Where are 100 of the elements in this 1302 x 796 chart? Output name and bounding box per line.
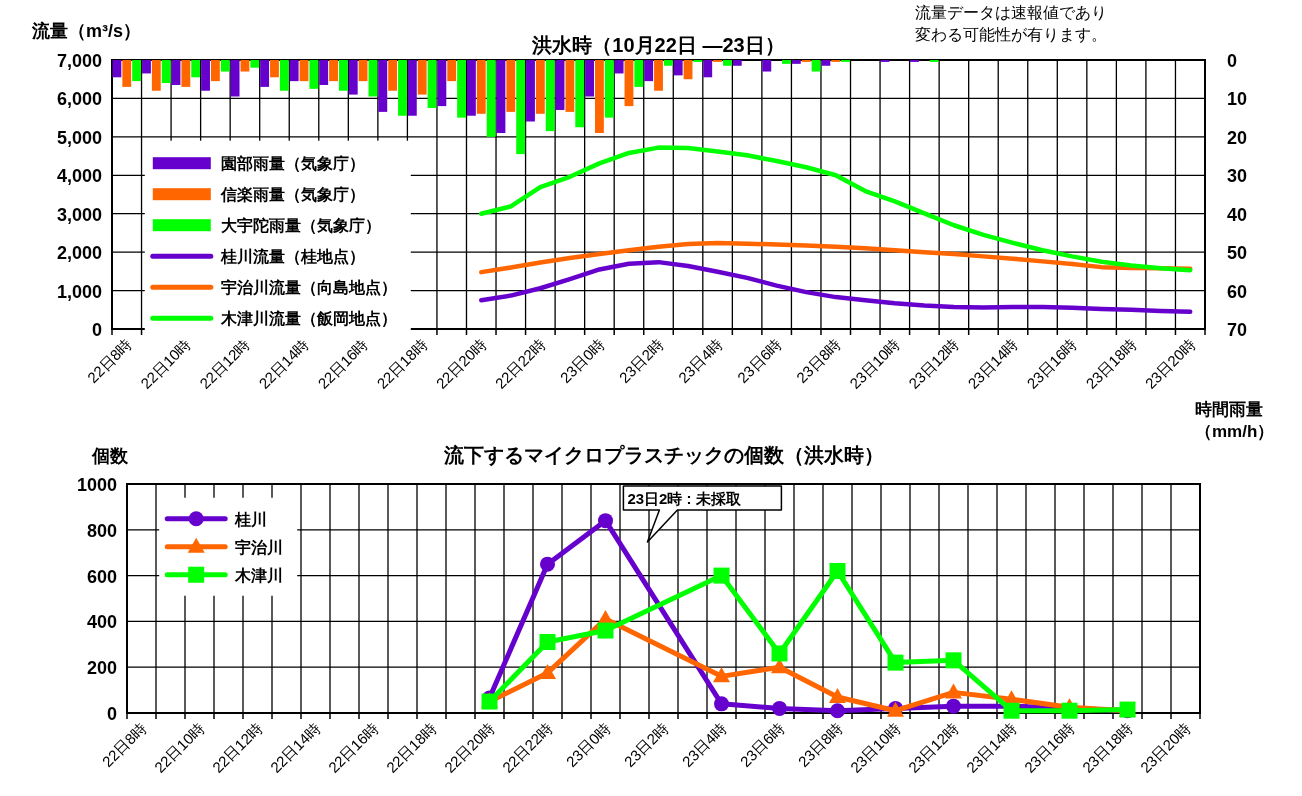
- bar: [821, 60, 831, 66]
- point: [539, 634, 556, 651]
- bar: [250, 60, 260, 68]
- bar: [486, 60, 496, 137]
- bar: [595, 60, 604, 134]
- y2-tick-label: 20: [1227, 127, 1248, 148]
- bar: [634, 60, 644, 87]
- bar: [378, 60, 388, 112]
- y2-tick-label: 70: [1227, 320, 1248, 340]
- legend-label: 宇治川流量（向島地点）: [220, 278, 397, 298]
- point: [1003, 702, 1020, 719]
- point: [830, 703, 845, 719]
- bar: [703, 60, 713, 78]
- bar: [762, 60, 772, 72]
- point: [771, 645, 788, 662]
- bar: [535, 60, 545, 114]
- bar: [122, 60, 132, 87]
- bar: [329, 60, 338, 82]
- bar: [417, 60, 427, 95]
- bar: [289, 60, 299, 82]
- x-tick-label: 22日16時: [314, 335, 372, 392]
- y-tick-label: 1,000: [56, 281, 102, 302]
- legend-label: 木津川流量（飯岡地点）: [219, 309, 397, 329]
- point: [829, 687, 846, 703]
- annotation: 23日2時 : 未採取: [627, 490, 742, 507]
- bar: [614, 60, 624, 74]
- y-tick-label: 600: [86, 566, 117, 587]
- line-series: [479, 240, 1193, 275]
- point: [713, 567, 730, 584]
- bar: [575, 60, 585, 128]
- x-tick-label: 23日8時: [794, 719, 846, 771]
- x-tick-label: 23日4時: [678, 719, 730, 771]
- point: [945, 683, 962, 699]
- x-tick-label: 23日16時: [1020, 719, 1078, 776]
- bar: [348, 60, 358, 95]
- x-tick-label: 22日16時: [324, 719, 382, 776]
- y2-tick-label: 40: [1227, 204, 1248, 225]
- x-tick-label: 22日10時: [137, 335, 194, 392]
- y-tick-label: 3,000: [56, 204, 102, 225]
- bar: [368, 60, 378, 97]
- bar: [398, 60, 407, 116]
- bar: [270, 60, 279, 78]
- bar: [171, 60, 181, 85]
- x-tick-label: 22日22時: [498, 719, 556, 776]
- y-axis-title: 個数: [91, 446, 129, 466]
- point: [829, 563, 846, 580]
- x-tick-label: 23日2時: [620, 719, 672, 771]
- point: [945, 652, 962, 669]
- bar: [161, 60, 171, 84]
- bar: [142, 60, 151, 74]
- bar: [545, 60, 555, 132]
- y-tick-label: 1000: [76, 475, 117, 495]
- x-tick-label: 23日8時: [792, 335, 844, 387]
- bar: [309, 60, 319, 89]
- y2-tick-label: 30: [1227, 166, 1248, 187]
- bar: [496, 60, 506, 134]
- bar: [132, 60, 142, 82]
- bar: [447, 60, 457, 82]
- x-tick-label: 23日4時: [674, 335, 726, 387]
- point: [598, 513, 613, 529]
- bar: [476, 60, 486, 114]
- legend-label: 桂川流量（桂地点）: [219, 247, 365, 267]
- bar: [151, 60, 161, 91]
- bar: [555, 60, 565, 110]
- bar: [624, 60, 634, 107]
- bar: [201, 60, 210, 91]
- bar: [457, 60, 466, 118]
- bar: [673, 60, 683, 76]
- bar: [585, 60, 594, 97]
- x-tick-label: 23日10時: [846, 719, 904, 776]
- x-tick-label: 23日0時: [556, 335, 608, 387]
- bar: [210, 60, 220, 82]
- x-tick-label: 23日18時: [1078, 719, 1136, 776]
- bar: [644, 60, 654, 82]
- bar: [723, 60, 732, 66]
- legend-label: 園部雨量（気象庁）: [220, 154, 365, 174]
- legend-label: 大宇陀雨量（気象庁）: [220, 216, 381, 236]
- point: [539, 663, 556, 679]
- x-tick-label: 23日12時: [905, 335, 963, 392]
- x-tick-label: 22日18時: [382, 719, 440, 776]
- y-tick-label: 400: [86, 612, 117, 633]
- bar: [466, 60, 476, 116]
- bar: [407, 60, 417, 116]
- y2-axis-title: 時間雨量（mm/h）: [1195, 400, 1275, 441]
- bar: [338, 60, 348, 91]
- bar: [654, 60, 663, 91]
- line-series: [479, 145, 1193, 273]
- point: [713, 667, 730, 683]
- legend-label: 信楽雨量（気象庁）: [219, 185, 365, 205]
- x-tick-label: 23日0時: [562, 719, 614, 771]
- bar: [516, 60, 526, 155]
- bar: [358, 60, 368, 82]
- bar: [791, 60, 801, 64]
- y-tick-label: 2,000: [56, 243, 102, 264]
- bar: [437, 60, 447, 107]
- x-tick-label: 22日18時: [373, 335, 431, 392]
- bar: [565, 60, 575, 112]
- y2-tick-label: 60: [1227, 281, 1248, 302]
- x-tick-label: 23日14時: [962, 719, 1020, 776]
- legend-label: 宇治川: [235, 537, 284, 556]
